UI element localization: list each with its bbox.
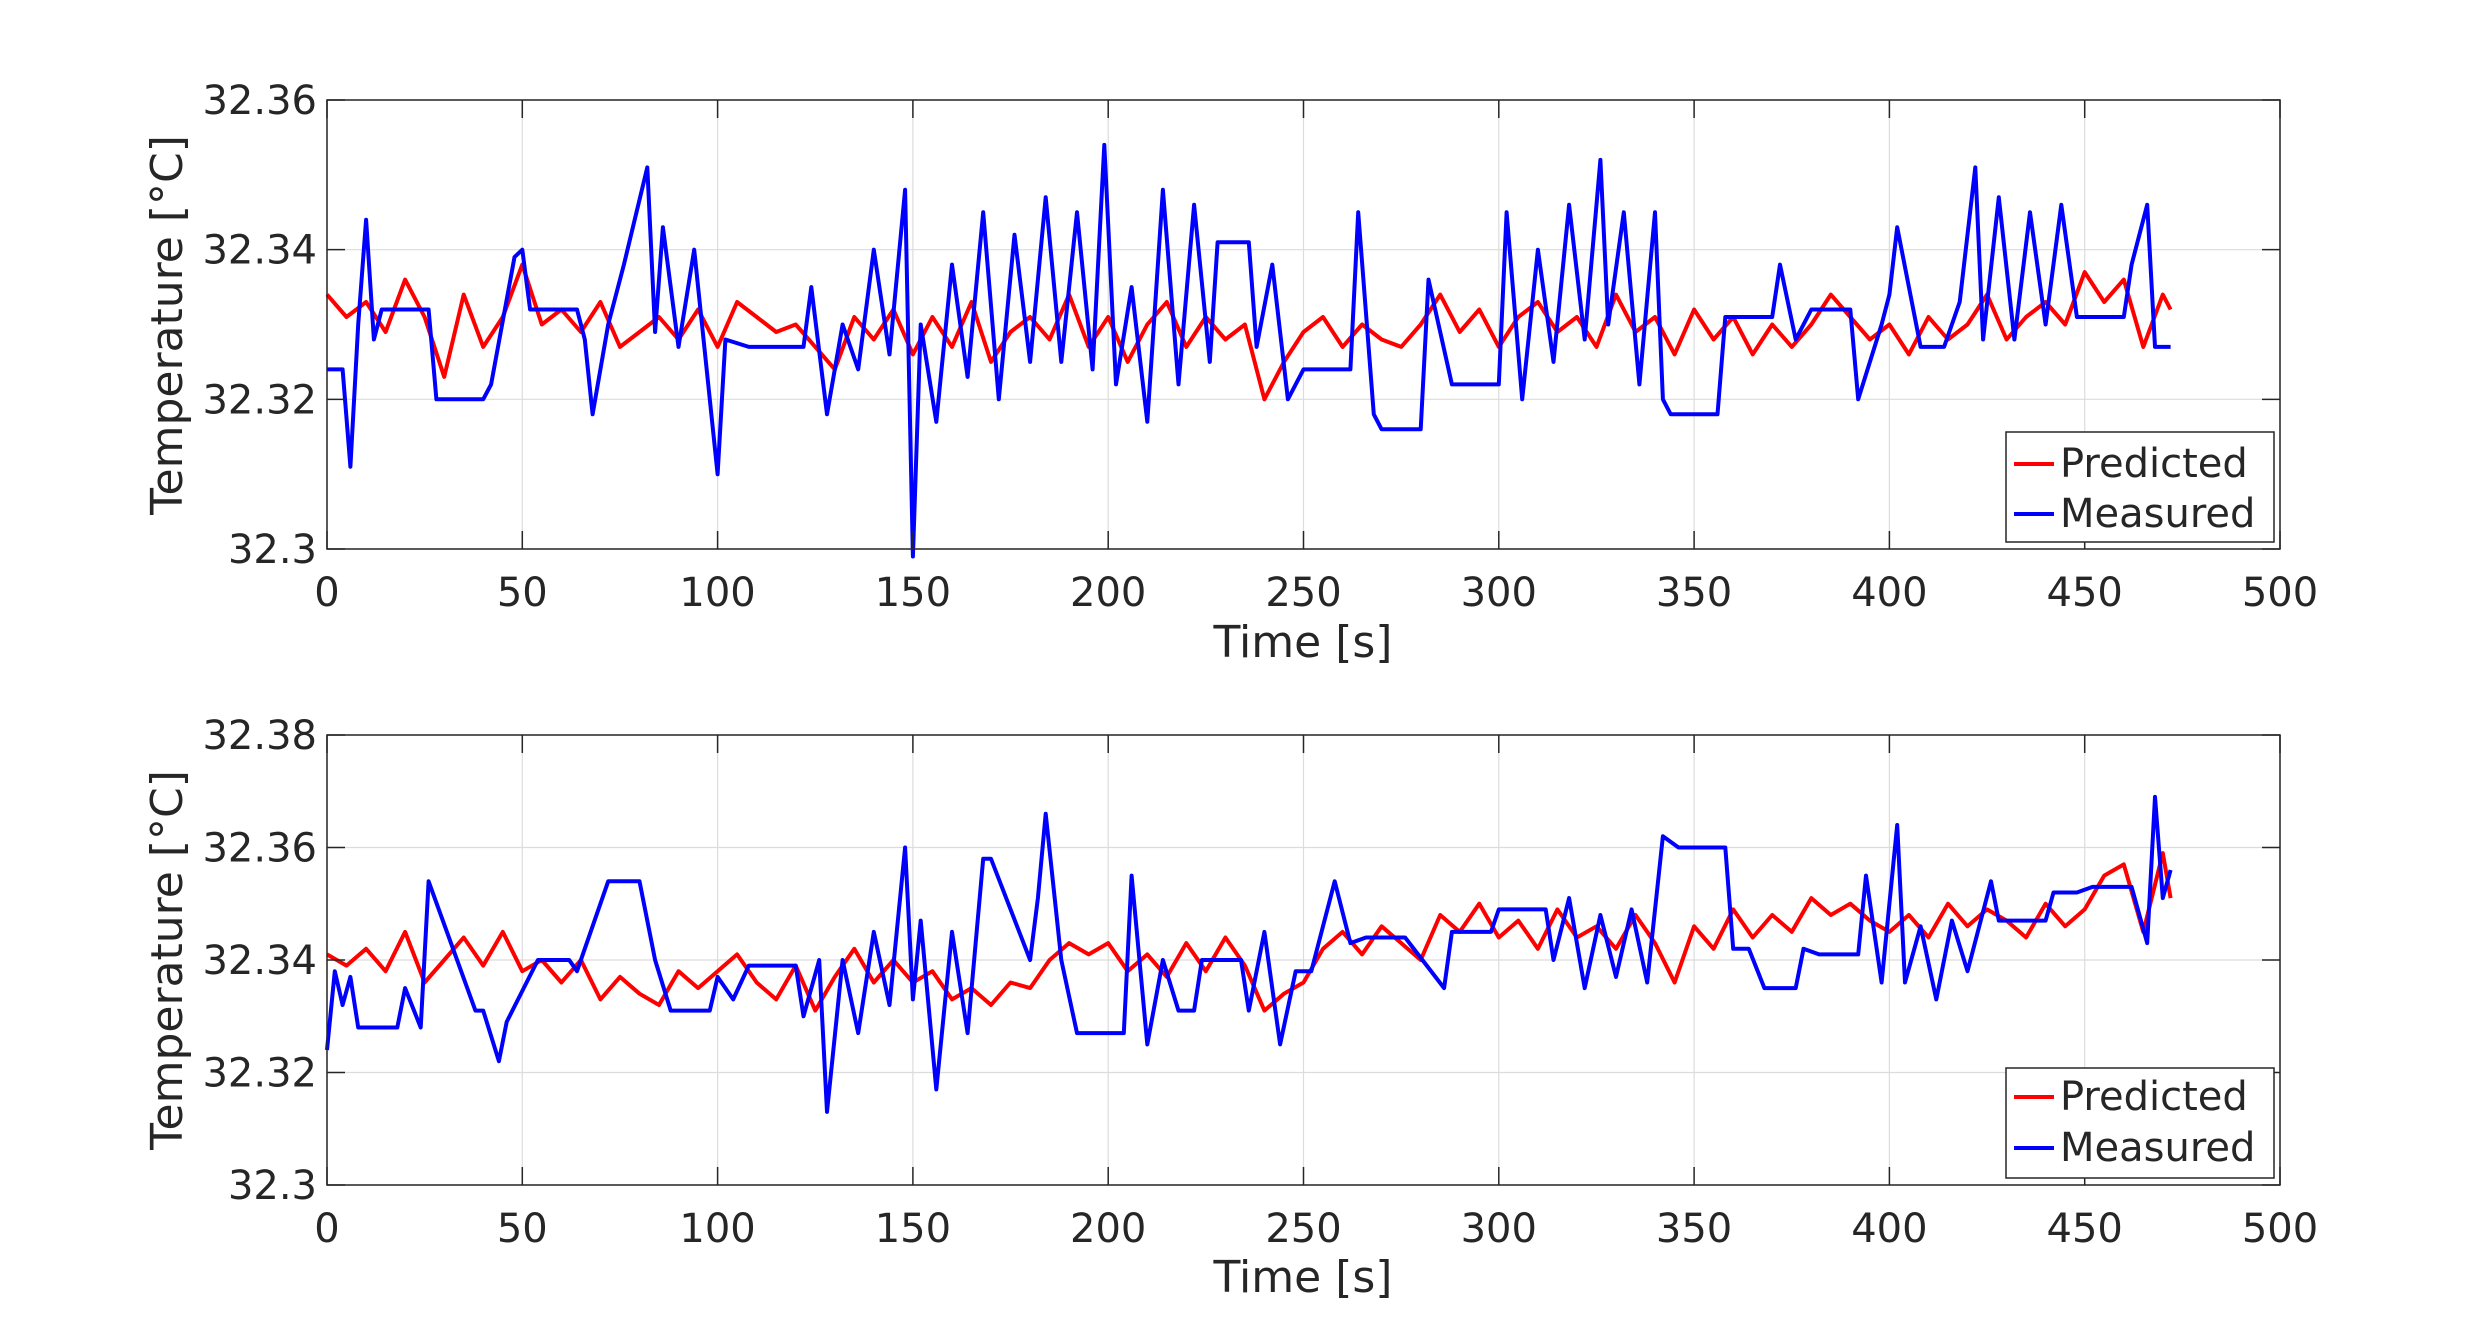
bottom-x-tick-label: 500 xyxy=(2242,1206,2318,1252)
top-plot-lines xyxy=(325,142,2173,559)
bottom-x-tick-label: 250 xyxy=(1265,1206,1341,1252)
top-y-tick-label: 32.36 xyxy=(202,78,317,124)
bottom-legend-predicted-label: Predicted xyxy=(2060,1074,2248,1120)
top-x-tick-label: 350 xyxy=(1656,570,1732,616)
bottom-y-tick-label: 32.36 xyxy=(202,826,317,872)
bottom-x-tick-label: 100 xyxy=(679,1206,755,1252)
bottom-x-tick-label: 300 xyxy=(1461,1206,1537,1252)
bottom-y-ticks: 32.3 32.32 32.34 32.36 32.38 xyxy=(202,713,2280,1209)
top-y-tick-label: 32.34 xyxy=(202,228,317,274)
bottom-y-tick-label: 32.34 xyxy=(202,938,317,984)
top-plot: 0 50 100 150 200 250 300 350 400 450 500 32.3 32.32… xyxy=(142,78,2318,668)
bottom-x-tick-label: 400 xyxy=(1851,1206,1927,1252)
top-y-axis-label: Temperature [°C] xyxy=(142,135,193,516)
bottom-y-tick-label: 32.3 xyxy=(228,1163,317,1209)
bottom-x-tick-label: 350 xyxy=(1656,1206,1732,1252)
top-y-tick-label: 32.32 xyxy=(202,377,317,423)
top-x-tick-label: 0 xyxy=(314,570,339,616)
top-x-axis-label: Time [s] xyxy=(1213,617,1393,668)
top-y-ticks: 32.3 32.32 32.34 32.36 xyxy=(202,78,2280,573)
top-x-tick-label: 150 xyxy=(875,570,951,616)
top-legend-box xyxy=(2005,431,2275,543)
top-predicted-line xyxy=(325,262,2173,402)
top-x-tick-label: 300 xyxy=(1461,570,1537,616)
bottom-x-tick-label: 450 xyxy=(2047,1206,2123,1252)
top-y-tick-label: 32.3 xyxy=(228,527,317,573)
bottom-y-tick-label: 32.38 xyxy=(202,713,317,759)
top-legend-measured-label: Measured xyxy=(2060,491,2255,537)
bottom-x-ticks: 0 50 100 150 200 250 300 350 400 450 500 xyxy=(314,735,2318,1252)
bottom-y-axis-label: Temperature [°C] xyxy=(142,770,193,1151)
top-x-ticks: 0 50 100 150 200 250 300 350 400 450 500 xyxy=(314,100,2318,616)
bottom-x-tick-label: 200 xyxy=(1070,1206,1146,1252)
bottom-legend-measured-label: Measured xyxy=(2060,1125,2255,1171)
bottom-plot: 0 50 100 150 200 250 300 350 400 450 500 32.3 32.32… xyxy=(142,713,2318,1303)
top-x-tick-label: 250 xyxy=(1265,570,1341,616)
bottom-x-tick-label: 150 xyxy=(875,1206,951,1252)
bottom-x-tick-label: 0 xyxy=(314,1206,339,1252)
bottom-x-tick-label: 50 xyxy=(497,1206,548,1252)
bottom-measured-line xyxy=(325,794,2173,1114)
bottom-y-tick-label: 32.32 xyxy=(202,1051,317,1097)
bottom-legend: Predicted Measured xyxy=(2005,1067,2275,1179)
top-x-tick-label: 400 xyxy=(1851,570,1927,616)
top-measured-line xyxy=(327,142,2171,559)
top-legend-predicted-label: Predicted xyxy=(2060,441,2248,487)
top-x-tick-label: 100 xyxy=(679,570,755,616)
top-x-tick-label: 500 xyxy=(2242,570,2318,616)
top-x-tick-label: 50 xyxy=(497,570,548,616)
bottom-legend-box xyxy=(2005,1067,2275,1179)
top-legend: Predicted Measured xyxy=(2005,431,2275,543)
bottom-x-axis-label: Time [s] xyxy=(1213,1252,1393,1303)
top-x-tick-label: 200 xyxy=(1070,570,1146,616)
bottom-plot-lines xyxy=(325,794,2173,1114)
top-x-tick-label: 450 xyxy=(2047,570,2123,616)
